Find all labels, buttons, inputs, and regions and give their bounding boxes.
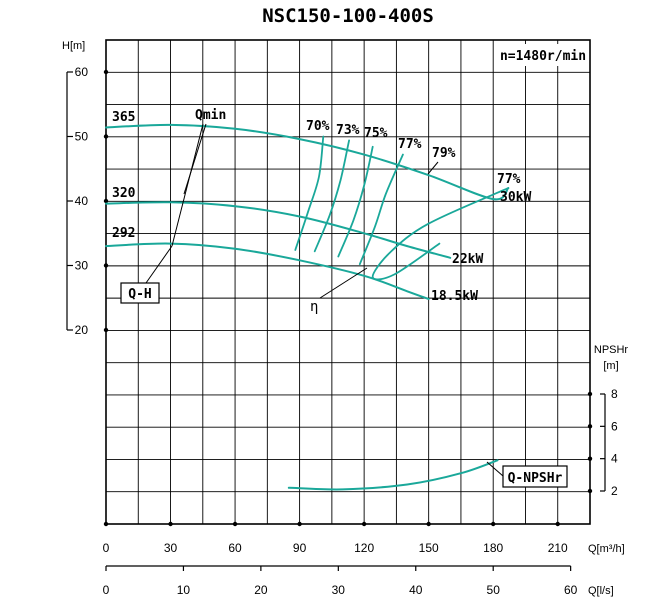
flow-m3h-dot [361, 521, 367, 527]
flow-m3h-tick-label: 120 [354, 541, 374, 555]
power-label-30kW: 30kW [500, 190, 531, 205]
flow-m3h-tick-label: 60 [228, 541, 242, 555]
qmin-label: Qmin [195, 108, 226, 123]
flow-m3h-dot [232, 521, 238, 527]
flow-ls-tick-label: 30 [332, 583, 346, 597]
head-axis-dot [103, 327, 109, 333]
flow-ls-axis-label: Q[l/s] [588, 585, 614, 597]
head-axis-tick-label: 30 [75, 259, 89, 273]
qmin-leader-2 [183, 123, 207, 195]
flow-m3h-tick-label: 210 [548, 541, 568, 555]
power-label-18-5kW: 18.5kW [431, 289, 478, 304]
head-axis-tick-label: 50 [75, 130, 89, 144]
speed-label: n=1480r/min [500, 49, 586, 64]
flow-ls-tick-label: 40 [409, 583, 423, 597]
iso-efficiency-75pct [337, 145, 374, 258]
head-axis-dot [103, 198, 109, 204]
efficiency-label: 70% [306, 119, 330, 134]
flow-ls-tick-label: 60 [564, 583, 578, 597]
head-axis-tick-label: 20 [75, 323, 89, 337]
flow-m3h-dot [555, 521, 560, 527]
iso-efficiency-73pct [313, 139, 350, 253]
head-curve-292 [105, 242, 430, 300]
power-label-22kW: 22kW [452, 252, 483, 267]
efficiency-label: 75% [364, 126, 388, 141]
flow-ls-tick-label: 10 [177, 583, 191, 597]
flow-m3h-tick-label: 0 [103, 541, 110, 555]
efficiency-label: 79% [432, 146, 456, 161]
npsh-axis-tick-label: 6 [611, 419, 618, 433]
npsh-axis-dot [587, 424, 593, 429]
iso-efficiency-eta-max [371, 187, 510, 281]
iso-efficiency-70pct [294, 135, 325, 251]
flow-m3h-tick-label: 90 [293, 541, 307, 555]
flow-ls-tick-label: 20 [254, 583, 268, 597]
eta-leader [319, 267, 368, 299]
diameter-label-365: 365 [112, 110, 135, 125]
head-axis-tick-label: 60 [75, 65, 89, 79]
flow-m3h-axis-label: Q[m³/h] [588, 543, 625, 555]
npsh-axis-tick-label: 8 [611, 387, 618, 401]
qnpsh-leader [486, 461, 504, 477]
qnpsh-label: Q-NPSHr [508, 471, 563, 486]
flow-m3h-dot [103, 521, 109, 527]
npsh-axis-label: NPSHr [594, 344, 629, 356]
qh-label-box [120, 282, 160, 304]
chart-title: NSC150-100-400S [262, 5, 434, 27]
flow-m3h-dot [297, 521, 302, 527]
curves [105, 123, 510, 491]
flow-ls-tick-label: 0 [103, 583, 110, 597]
npsh-curve [287, 459, 499, 491]
speed-label-box [496, 44, 588, 66]
chart-title-group: NSC150-100-400S [262, 5, 434, 27]
axes: H[m] 20 30 40 50 60 NPSHr [m] 2 4 6 8 0 30 60 90 120 150 1… [62, 40, 628, 597]
head-axis-dot [103, 69, 109, 75]
eta-label: η [310, 299, 318, 315]
efficiency-79-leader [427, 161, 439, 175]
qnpsh-label-box [502, 465, 568, 488]
flow-m3h-tick-label: 150 [419, 541, 439, 555]
grid [106, 40, 590, 524]
qmin-leader-1 [171, 123, 204, 247]
npsh-axis-dot [587, 391, 593, 397]
flow-m3h-dot [491, 521, 496, 527]
npsh-axis-unit: [m] [603, 360, 618, 372]
npsh-axis-tick-label: 4 [611, 452, 618, 466]
plot-frame [105, 39, 591, 525]
npsh-axis-dot [587, 456, 593, 461]
head-curve-365 [105, 123, 510, 201]
flow-m3h-tick-label: 180 [483, 541, 503, 555]
iso-efficiency-77pct [358, 153, 404, 266]
flow-m3h-dot [168, 521, 173, 527]
npsh-axis-tick-label: 2 [611, 484, 618, 498]
diameter-label-320: 320 [112, 186, 136, 201]
head-axis-dot [103, 134, 109, 139]
diameter-label-292: 292 [112, 226, 135, 241]
qh-leader [145, 245, 173, 284]
flow-m3h-tick-label: 30 [164, 541, 178, 555]
head-curve-320 [105, 201, 452, 259]
npsh-axis-dot [587, 488, 593, 494]
head-axis-label: H[m] [62, 40, 85, 52]
head-axis-tick-label: 40 [75, 194, 89, 208]
efficiency-label: 73% [336, 123, 360, 138]
efficiency-label: 77% [497, 172, 521, 187]
annotations: 365 320 292 70% 73% 75% 77% 79% 77% 30kW 22kW 18.5k… [112, 108, 568, 488]
head-axis-dot [103, 263, 109, 268]
qh-label: Q-H [128, 287, 151, 302]
flow-ls-tick-label: 50 [487, 583, 501, 597]
flow-m3h-dot [426, 521, 431, 527]
efficiency-label: 77% [398, 137, 422, 152]
